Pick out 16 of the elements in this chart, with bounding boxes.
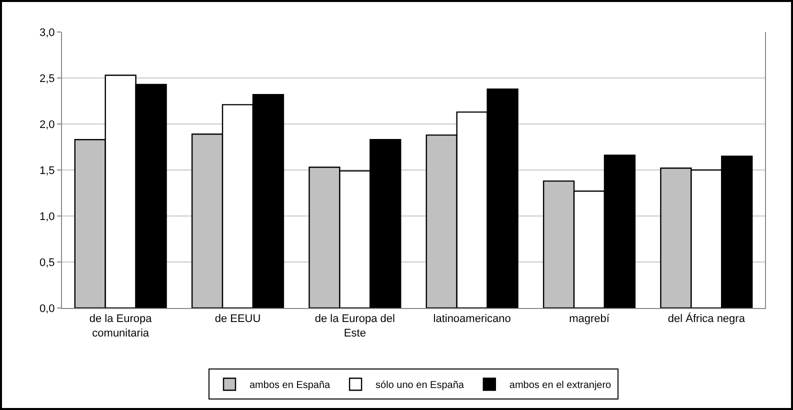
x-tick-label: de la Europa del Este <box>314 313 395 340</box>
x-tick-label: latinoamericano <box>433 313 511 326</box>
legend-label: sólo uno en España <box>376 380 464 392</box>
y-tick-label: 2,5 <box>40 72 55 85</box>
legend-label: ambos en España <box>250 380 331 392</box>
x-tick-label: del África negra <box>668 312 746 326</box>
y-tick-label: 2,0 <box>40 118 55 131</box>
y-tick-label: 1,0 <box>40 210 55 223</box>
x-tick-label: de EEUU <box>214 313 261 326</box>
y-tick-label: 0,5 <box>40 256 55 269</box>
x-tick-label: de la Europa comunitaria <box>89 313 153 340</box>
y-tick-label: 0,0 <box>40 302 55 315</box>
legend-label: ambos en el extranjero <box>509 380 612 392</box>
x-tick-label: magrebí <box>569 313 610 326</box>
y-tick-label: 3,0 <box>40 26 55 39</box>
y-tick-label: 1,5 <box>40 164 55 177</box>
